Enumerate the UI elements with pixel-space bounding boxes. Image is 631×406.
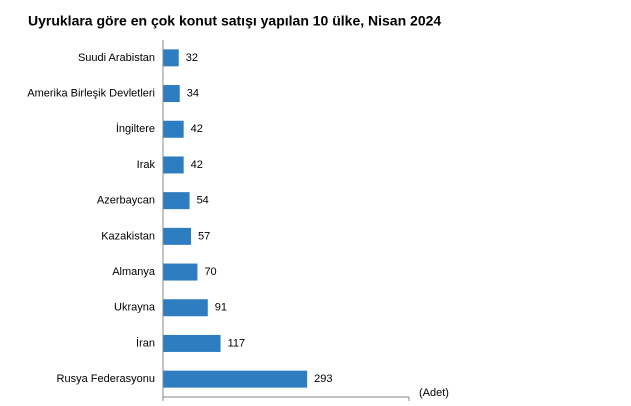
bar <box>163 370 308 388</box>
y-tick-label: Amerika Birleşik Devletleri <box>27 87 155 99</box>
bar <box>163 334 221 352</box>
bar <box>163 49 179 67</box>
bar <box>163 85 180 103</box>
value-label: 42 <box>191 123 203 135</box>
bar <box>163 192 190 210</box>
y-tick-label: Rusya Federasyonu <box>57 373 155 385</box>
value-label: 57 <box>198 230 210 242</box>
value-label: 42 <box>191 159 203 171</box>
y-tick-label: İran <box>136 336 155 349</box>
value-label: 293 <box>314 373 332 385</box>
y-tick-label: Almanya <box>112 266 156 278</box>
x-axis-label: (Adet) <box>419 387 449 399</box>
chart-title: Uyruklara göre en çok konut satışı yapıl… <box>28 13 441 29</box>
bar <box>163 120 184 138</box>
y-tick-label: Azerbaycan <box>97 195 155 207</box>
bar <box>163 156 184 174</box>
bar <box>163 299 208 317</box>
value-label: 34 <box>187 87 199 99</box>
value-label: 70 <box>204 266 216 278</box>
y-tick-label: Suudi Arabistan <box>78 52 155 64</box>
y-tick-label: İngiltere <box>116 122 155 135</box>
y-tick-label: Kazakistan <box>101 230 155 242</box>
value-label: 117 <box>228 337 246 349</box>
value-label: 54 <box>197 195 209 207</box>
bar <box>163 263 198 281</box>
y-tick-label: Irak <box>137 159 156 171</box>
value-label: 91 <box>215 302 227 314</box>
y-tick-label: Ukrayna <box>114 302 156 314</box>
value-label: 32 <box>186 52 198 64</box>
bar <box>163 227 192 245</box>
